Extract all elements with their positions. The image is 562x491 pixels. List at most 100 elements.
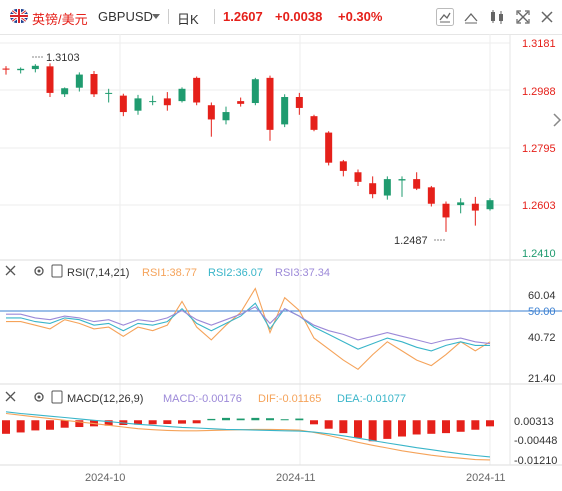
candle-body <box>471 203 479 211</box>
macd-title: MACD(12,26,9) <box>67 393 143 405</box>
candle-body <box>266 77 274 130</box>
symbol-selector[interactable]: GBPUSD <box>98 9 153 24</box>
macd-histogram-bar <box>2 420 10 434</box>
x-axis-label: 2024-10 <box>85 472 125 484</box>
macd-histogram-bar <box>456 420 465 432</box>
candle-body <box>398 179 406 181</box>
indicator-toggle-icon <box>51 390 63 404</box>
candle-body <box>90 74 98 95</box>
draw-line-icon[interactable] <box>462 8 480 26</box>
macd-header: MACD(12,26,9) MACD:-0.00176 DIF:-0.01165… <box>5 390 406 405</box>
rsi-title: RSI(7,14,21) <box>67 267 129 279</box>
candle-body <box>46 66 54 93</box>
settings-icon <box>34 392 44 402</box>
rsi2-value: RSI2:36.07 <box>208 267 263 279</box>
rsi-line-rsi3 <box>6 306 491 345</box>
price-tick: 1.3181 <box>522 38 556 50</box>
draw-line-icon[interactable] <box>436 8 454 26</box>
candle-body <box>281 97 289 125</box>
candle-body <box>2 68 10 70</box>
macd-histogram-bar <box>251 417 260 421</box>
candle-body <box>178 88 186 102</box>
macd-tick: 0.00313 <box>514 416 554 428</box>
rsi-tick: 40.72 <box>528 332 556 344</box>
macd-histogram-bar <box>60 420 69 428</box>
price-tick: 1.2988 <box>522 86 556 98</box>
price-tick: 1.2603 <box>522 200 556 212</box>
macd-histogram-bar <box>178 420 186 424</box>
candle-body <box>325 132 333 163</box>
candle-body <box>427 187 435 204</box>
macd-histogram-bar <box>339 420 348 434</box>
rsi-tick: 60.04 <box>528 290 556 302</box>
divider <box>214 9 215 24</box>
dif-value: DIF:-0.01165 <box>258 393 321 405</box>
candle-body <box>163 98 171 106</box>
high-price-label: 1.3103 <box>46 52 80 64</box>
macd-histogram-bar <box>31 420 40 431</box>
close-indicator-icon <box>5 391 16 402</box>
candle-body <box>354 172 362 182</box>
candle-body <box>339 161 347 171</box>
candle-body <box>457 202 465 206</box>
macd-histogram-bar <box>295 418 304 421</box>
last-price: 1.2607 <box>223 9 263 24</box>
candle-body <box>31 65 39 70</box>
close-icon[interactable] <box>538 8 556 26</box>
indicator-toggle-icon <box>51 264 63 278</box>
candle-body <box>105 92 113 94</box>
rsi-header: RSI(7,14,21) RSI1:38.77 RSI2:36.07 RSI3:… <box>5 264 330 279</box>
pair-name[interactable]: 英镑/美元 <box>32 12 88 27</box>
candle-body <box>295 97 303 108</box>
macd-histogram-bar <box>104 420 113 426</box>
candle-body <box>61 88 69 95</box>
macd-histogram-bar <box>192 420 201 424</box>
chart-header: 英镑/美元 GBPUSD 日K 1.2607 +0.0038 +0.30% <box>0 0 562 35</box>
macd-histogram-bar <box>471 420 480 430</box>
expand-icon[interactable] <box>514 8 532 26</box>
macd-histogram-bar <box>412 420 421 435</box>
candle-body <box>383 179 391 196</box>
close-indicator-icon <box>5 265 16 276</box>
candle-body <box>222 112 230 121</box>
macd-histogram-bar <box>324 420 333 429</box>
rsi-line-rsi1 <box>6 287 491 370</box>
candle-body <box>251 79 259 104</box>
candle-body <box>369 183 377 195</box>
candle-body <box>119 95 127 113</box>
candle-body <box>75 74 83 88</box>
compare-icon[interactable] <box>488 8 506 26</box>
x-axis-label: 2024-11 <box>276 472 316 484</box>
rsi3-value: RSI3:37.34 <box>275 267 330 279</box>
candle-body <box>134 98 142 111</box>
macd-histogram-bar <box>16 420 25 433</box>
macd-histogram-bar <box>148 420 157 425</box>
macd-histogram-bar <box>280 419 289 421</box>
rsi-tick: 21.40 <box>528 373 556 385</box>
rsi-tick: 50.00 <box>528 306 556 318</box>
macd-histogram-bar <box>368 420 377 442</box>
candle-body <box>17 68 25 71</box>
price-tick: 1.2410 <box>522 248 556 260</box>
macd-histogram-bar <box>134 420 142 425</box>
divider <box>168 9 169 24</box>
candle-body <box>413 179 421 189</box>
rsi1-value: RSI1:38.77 <box>142 267 197 279</box>
candle-body <box>193 77 201 103</box>
price-change-percent: +0.30% <box>338 9 383 24</box>
macd-histogram-bar <box>383 420 392 439</box>
macd-histogram-bar <box>398 420 406 437</box>
uk-flag-icon <box>10 9 28 23</box>
candle-body <box>442 203 450 218</box>
macd-histogram-bar <box>266 418 274 421</box>
macd-histogram-bar <box>207 418 216 421</box>
macd-tick: -0.00448 <box>514 435 557 447</box>
macd-histogram-bar <box>427 420 436 434</box>
dea-value: DEA:-0.01077 <box>337 393 406 405</box>
macd-histogram-bar <box>163 420 172 424</box>
scroll-right-icon[interactable] <box>553 113 562 127</box>
candle-body <box>237 101 245 104</box>
caret-down-icon[interactable] <box>152 14 160 20</box>
timeframe-selector[interactable]: 日K <box>177 12 199 27</box>
